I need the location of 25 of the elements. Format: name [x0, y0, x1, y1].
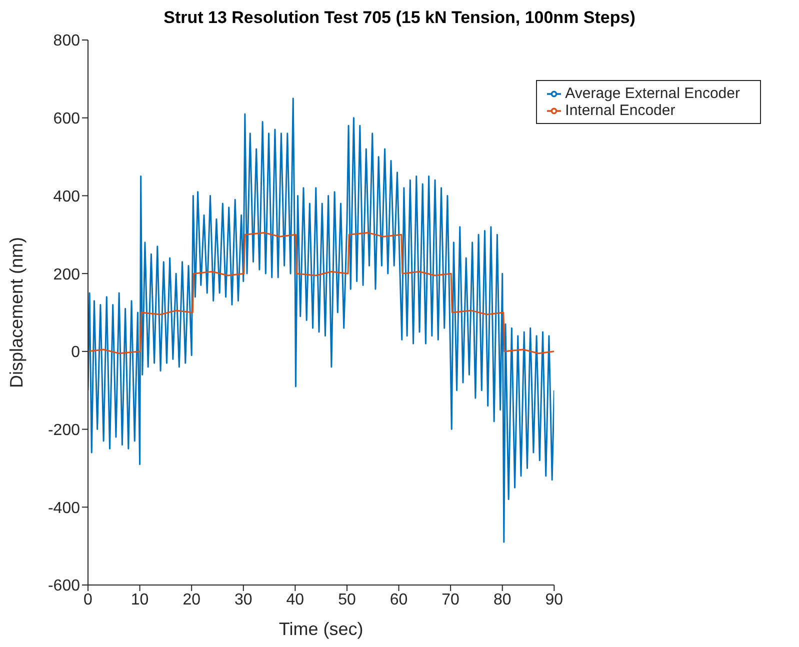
x-tick-label: 20 [182, 591, 201, 608]
legend-label: Internal Encoder [565, 102, 676, 119]
line-series [88, 232, 554, 354]
x-tick-label: 90 [545, 591, 564, 608]
x-tick-label: 70 [442, 591, 460, 608]
y-tick-label: -400 [48, 500, 80, 517]
y-tick-label: -200 [48, 422, 80, 439]
x-tick-label: 0 [84, 591, 93, 608]
x-tick-label: 30 [234, 591, 252, 608]
y-tick-label: 200 [53, 266, 80, 284]
y-tick-label: 0 [71, 344, 80, 362]
x-tick-label: 10 [130, 591, 149, 608]
x-tick-label: 50 [338, 591, 356, 608]
y-tick-label: -600 [48, 578, 80, 595]
x-tick-label: 80 [493, 591, 512, 608]
chart-title: Strut 13 Resolution Test 705 (15 kN Tension, 100nm Steps) [162, 8, 636, 29]
x-tick-label: 40 [286, 591, 304, 608]
x-axis-title: Time (sec) [278, 619, 364, 639]
legend-label: Average External Encoder [565, 85, 740, 102]
x-tick-label: 60 [390, 591, 408, 608]
y-tick-label: 600 [53, 110, 80, 128]
y-tick-label: 400 [53, 188, 80, 206]
line-series [88, 98, 554, 543]
y-tick-label: 800 [53, 32, 80, 50]
y-axis-title: Displacement (nm) [6, 236, 26, 388]
